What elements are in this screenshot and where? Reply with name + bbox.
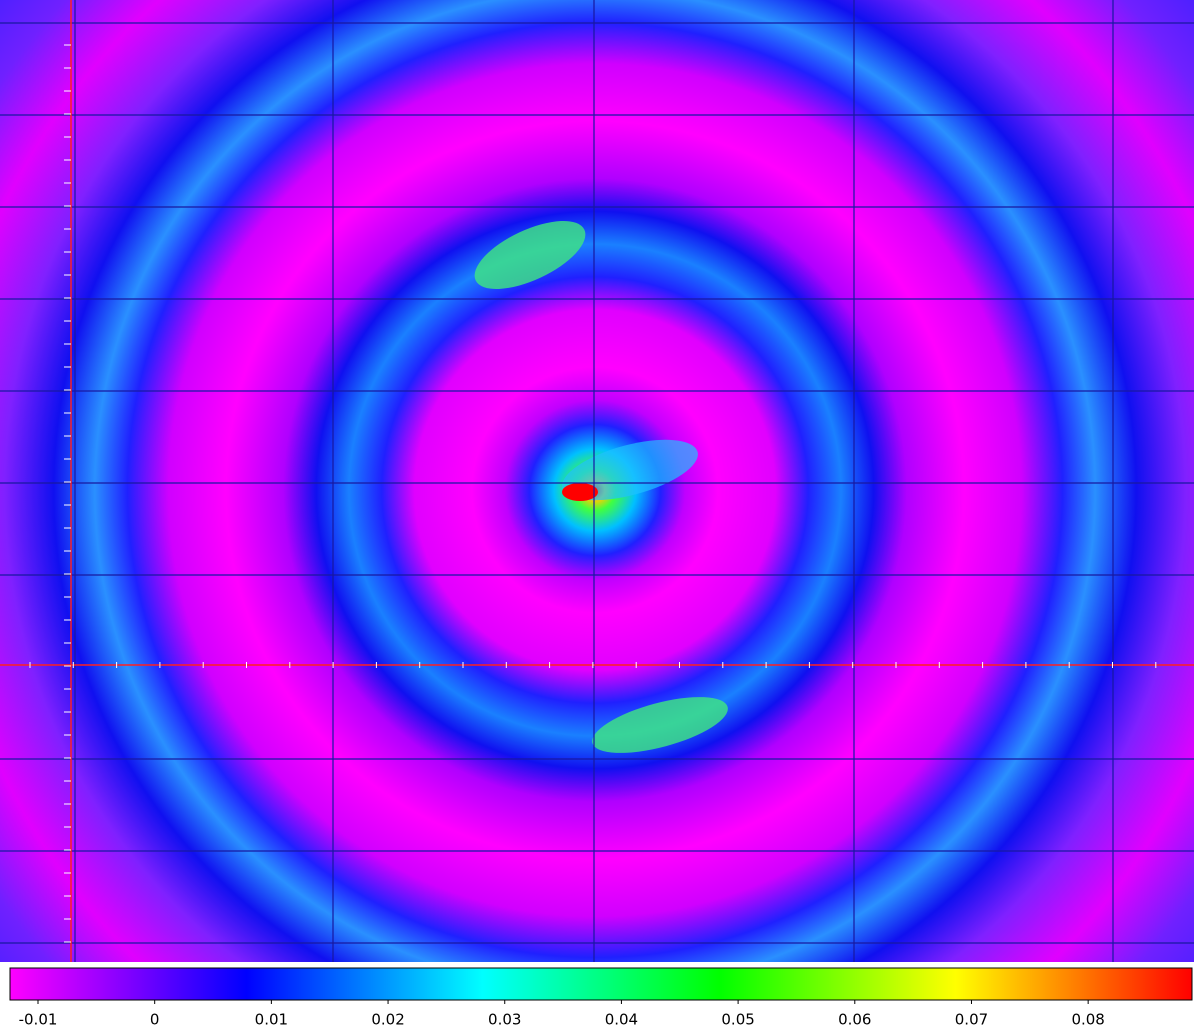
colorbar-tick-label: 0.07 [955,1011,988,1029]
emission-blob [474,220,586,290]
colorbar-tick-label: 0.04 [605,1011,638,1029]
colorbar-tick-label: 0.03 [488,1011,521,1029]
colorbar-tick-label: 0 [150,1011,160,1029]
crosshair-ticks [29,44,1157,943]
colorbar-tick-label: 0.08 [1071,1011,1104,1029]
image [0,0,1194,962]
emission-blob [562,439,698,501]
colorbar-tick-label: 0.05 [721,1011,754,1029]
colorbar-tick-label: 0.01 [255,1011,288,1029]
colorbar-tick-label: -0.01 [19,1011,58,1029]
coordinate-grid [0,0,1194,962]
colorbar-tick-label: 0.02 [371,1011,404,1029]
colorbar-tick-label: 0.06 [838,1011,871,1029]
peak [562,483,598,501]
emission-blob [592,697,728,753]
colorbar [9,967,1193,1001]
